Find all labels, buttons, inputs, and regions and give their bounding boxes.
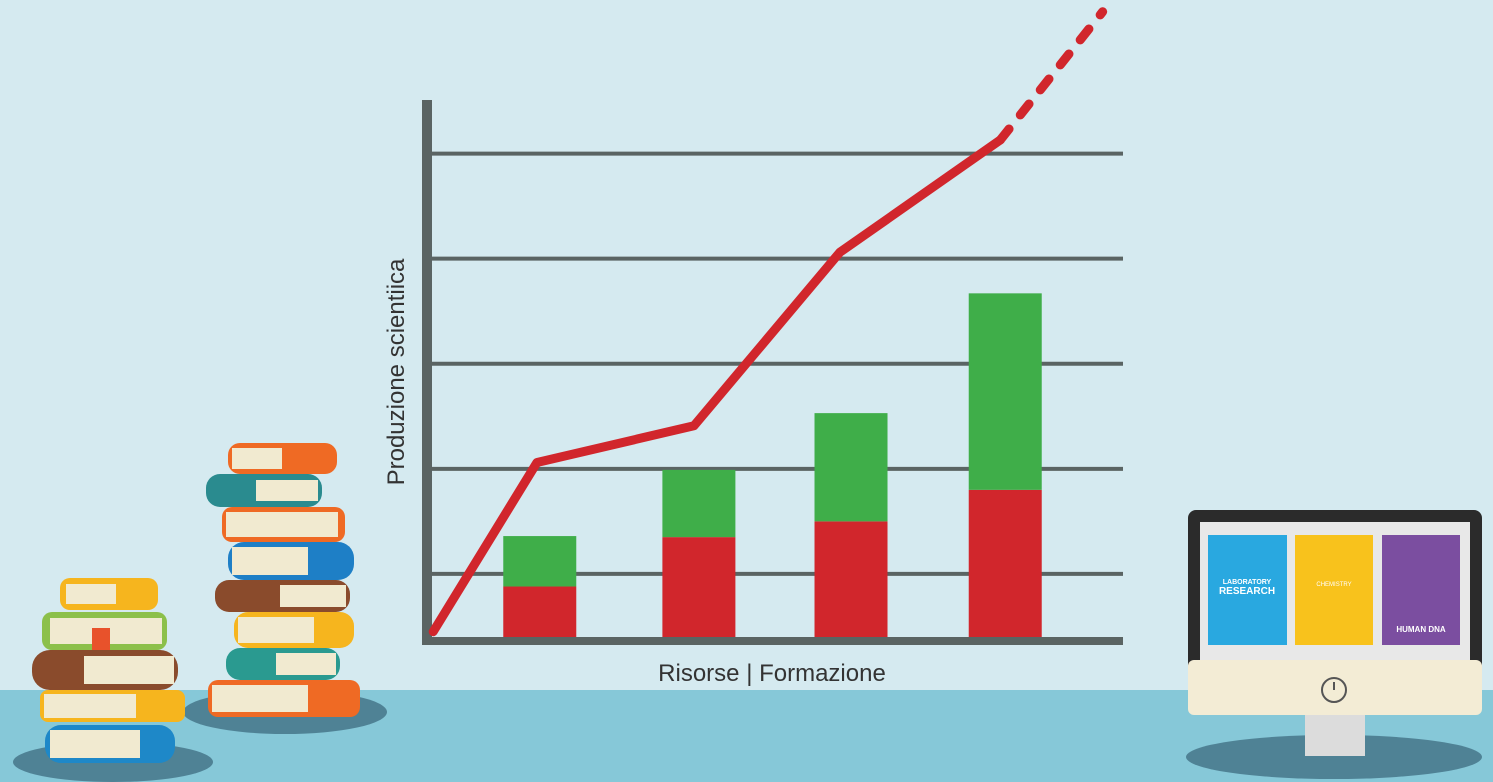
poster-title: HUMAN DNA: [1396, 625, 1446, 634]
plot: [422, 7, 1123, 645]
book-stack: [206, 443, 360, 717]
poster-title: RESEARCH: [1219, 586, 1275, 597]
bar-segment: [968, 293, 1042, 490]
trend-line: [428, 135, 1005, 637]
poster-title: LABORATORY: [1223, 579, 1272, 586]
trend-projection: [995, 7, 1108, 145]
bar-segment: [968, 489, 1042, 638]
x-axis-label: Risorse | Formazione: [658, 660, 886, 687]
poster-title: CHEMISTRY: [1316, 582, 1351, 588]
bar-segment: [503, 536, 577, 587]
y-axis-label: Produzione scientiica: [383, 258, 410, 485]
book-stack: [32, 578, 185, 763]
bar-segment: [814, 413, 888, 522]
bar-segment: [503, 586, 577, 638]
shadow: [1186, 735, 1482, 779]
bar-segment: [662, 469, 736, 538]
bar-segment: [662, 537, 736, 638]
monitor: LABORATORY RESEARCH CHEMISTRY HUMAN DNA: [1188, 510, 1482, 756]
bar-segment: [814, 521, 888, 638]
